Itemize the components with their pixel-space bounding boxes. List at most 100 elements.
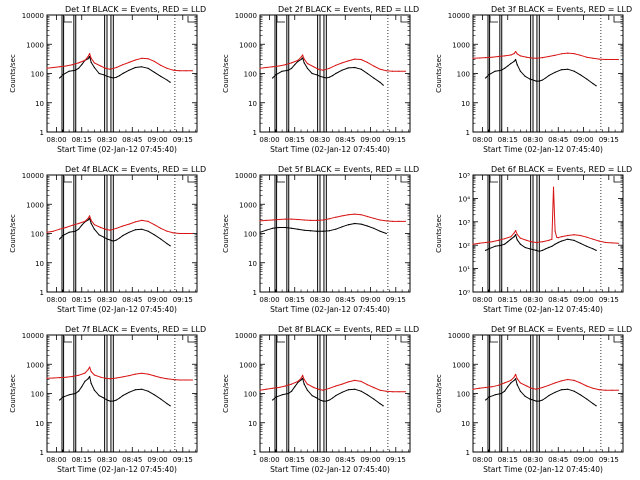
data-point-events [311,72,313,75]
x-tick-label: 09:15 [599,296,619,304]
x-tick-label: 08:30 [97,136,117,144]
y-tick-label: 1000 [239,41,257,49]
data-point-lld [510,236,512,238]
series-line-lld [259,54,406,72]
data-point-lld [366,61,368,64]
data-point-events [385,232,387,235]
data-point-lld [191,379,193,381]
data-point-lld [485,57,487,59]
data-point-events [303,229,305,231]
y-tick-label: 10000 [235,172,257,180]
data-point-events [328,399,331,401]
data-point-lld [611,242,613,244]
series-line-lld [472,51,619,60]
data-point-events [360,390,362,392]
y-axis-label: Counts/sec [435,54,443,93]
data-point-lld [71,375,73,378]
y-tick-label: 1000 [26,41,44,49]
data-point-lld [297,218,299,221]
data-point-events [560,240,563,242]
data-point-events [360,68,362,70]
data-point-events [488,248,490,250]
bracket-mark [400,336,409,343]
data-point-lld [598,58,600,60]
data-point-lld [552,186,555,188]
x-tick-label: 08:45 [335,136,355,144]
y-tick-label: 10 [35,420,44,428]
data-point-events [291,390,293,392]
data-point-events [341,226,343,228]
data-point-lld [322,219,324,221]
data-point-lld [392,70,394,72]
data-point-events [382,405,384,407]
data-point-lld [160,227,162,229]
data-point-lld [297,59,299,62]
data-point-events [529,398,531,400]
data-point-lld [592,387,594,389]
data-point-lld [335,385,337,387]
data-point-lld [478,387,480,389]
data-point-lld [71,64,73,66]
data-point-events [519,390,522,392]
y-tick-label: 100 [31,71,44,79]
data-point-events [68,70,70,72]
data-point-events [90,222,92,225]
data-point-events [500,392,502,395]
data-point-events [169,245,171,247]
data-point-events [592,83,594,85]
data-point-events [592,403,594,405]
data-point-events [510,382,512,384]
data-point-lld [617,389,619,391]
x-tick-label: 08:15 [498,296,518,304]
data-point-events [354,222,356,225]
data-point-lld [556,236,558,238]
data-point-events [78,390,80,392]
y-tick-label: 100 [244,231,257,239]
data-point-lld [166,67,168,69]
data-point-events [554,391,556,393]
data-point-lld [179,379,181,381]
x-tick-label: 08:15 [72,456,92,464]
data-point-events [122,72,124,75]
data-point-lld [303,378,305,381]
data-point-lld [303,219,305,221]
data-point-events [103,74,105,76]
y-tick-label: 100 [457,71,470,79]
x-tick-label: 08:30 [523,136,543,144]
y-tick-label: 100 [457,391,470,399]
data-point-lld [392,391,394,393]
data-point-events [560,389,563,391]
data-point-lld [284,385,286,387]
data-point-lld [398,70,400,72]
data-point-events [360,223,362,225]
y-tick-label: 10⁵ [458,172,470,180]
data-point-lld [52,377,54,379]
data-point-events [166,79,168,81]
data-point-events [535,249,537,251]
data-point-events [141,228,143,230]
data-point-lld [560,380,563,382]
data-point-lld [354,379,356,381]
y-tick-label: 10 [461,420,470,428]
panel-det-6: Det 6f BLACK = Events, RED = LLD Start Ti… [435,165,632,314]
data-point-events [507,65,509,67]
x-axis-label: Start Time (02-Jan-12 07:45:40) [57,465,177,474]
data-point-events [586,398,588,400]
data-point-lld [554,382,556,384]
data-point-events [328,230,331,232]
data-point-events [294,64,296,66]
data-point-events [551,245,553,247]
data-point-events [81,64,83,66]
data-point-lld [160,64,162,66]
data-point-events [535,400,537,402]
data-point-lld [526,239,528,241]
data-point-events [516,384,518,386]
data-point-events [524,75,526,77]
y-tick-label: 1 [466,449,470,457]
data-point-lld [109,378,111,380]
y-tick-label: 1 [253,289,257,297]
data-point-events [291,227,293,229]
data-point-events [335,228,337,230]
x-axis-label: Start Time (02-Jan-12 07:45:40) [270,145,390,154]
data-point-lld [504,238,506,240]
